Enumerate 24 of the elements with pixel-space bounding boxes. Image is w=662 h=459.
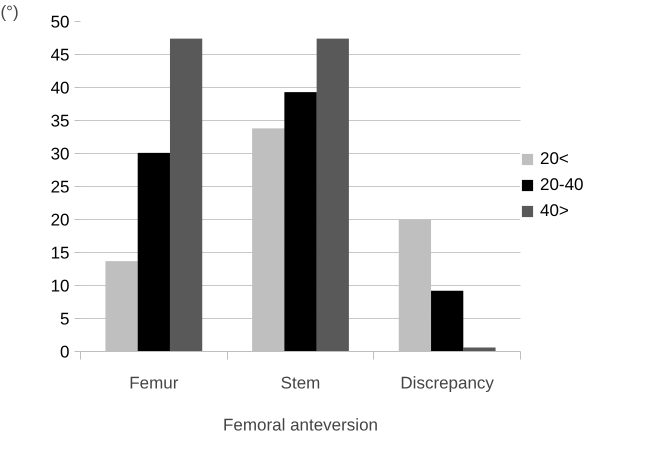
y-tick-label: 10 [50, 276, 70, 296]
bar [316, 38, 349, 352]
bar [284, 92, 317, 352]
x-axis-title: Femoral anteversion [223, 416, 378, 434]
y-tick-label: 0 [60, 342, 70, 362]
y-tick-label: 40 [50, 78, 70, 98]
legend-label: 20-40 [540, 175, 584, 195]
y-tick-label: 35 [50, 112, 70, 130]
y-tick-label: 30 [50, 144, 70, 164]
y-tick-label: 20 [50, 210, 70, 230]
y-tick-label: 45 [50, 46, 70, 64]
y-axis-title: (°) [0, 2, 19, 22]
bar [138, 152, 170, 352]
legend-label: 40> [540, 201, 569, 221]
bar [431, 290, 464, 352]
y-tick-label: 25 [50, 178, 70, 196]
x-tick-label: Femur [129, 374, 179, 392]
x-tick-label: Stem [280, 374, 320, 392]
bar [170, 38, 202, 352]
y-tick-label: 15 [50, 244, 70, 262]
y-tick-label: 50 [50, 12, 70, 32]
legend-label: 20< [540, 149, 569, 169]
y-tick-label: 5 [60, 310, 70, 328]
x-tick-label: Discrepancy [400, 374, 494, 392]
